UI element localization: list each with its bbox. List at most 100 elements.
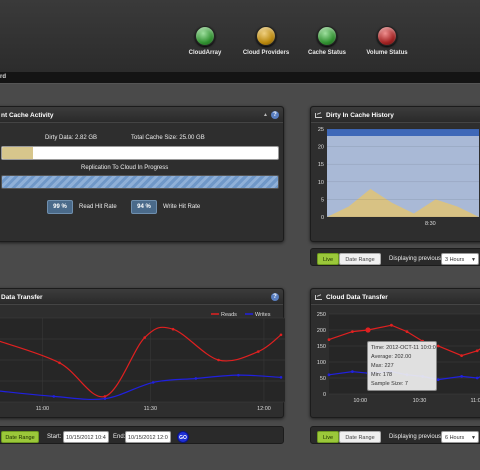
write-hit-rate-badge: 94 % <box>131 200 157 214</box>
date-range-button[interactable]: Date Range <box>339 253 381 265</box>
y-tick-label: 50 <box>320 376 326 382</box>
x-tick-label: 11:00 <box>36 406 49 412</box>
date-range-button[interactable]: Date Range <box>1 431 39 443</box>
status-orb-icon <box>377 26 397 46</box>
panel-title: Cloud Data Transfer <box>315 294 388 301</box>
x-tick-label: 8:30 <box>425 221 436 227</box>
y-tick-label: 150 <box>317 344 326 350</box>
x-tick-label: 10:30 <box>413 398 427 404</box>
status-cloud-providers[interactable]: Cloud Providers <box>236 26 296 56</box>
top-status-bar: CloudArray Cloud Providers Cache Status … <box>0 0 480 72</box>
reads-line <box>328 324 480 357</box>
data-transfer-chart: 11:00 11:30 12:00 Reads Writes <box>0 312 285 412</box>
x-tick-label: 12:00 <box>257 406 271 412</box>
chart-tooltip: Time: 2012-OCT-11 10:0:0 Average: 202.00… <box>367 341 437 391</box>
area-series-2 <box>327 188 479 217</box>
collapse-arrow-icon[interactable]: ▲ <box>263 112 268 118</box>
writes-point <box>351 370 354 373</box>
status-label: Cloud Providers <box>242 50 290 56</box>
writes-point <box>194 377 198 380</box>
displaying-label: Displaying previous: <box>389 434 443 440</box>
writes-point <box>436 378 440 381</box>
start-label: Start: <box>47 434 62 440</box>
legend-writes-label: Writes <box>255 312 271 318</box>
reads-point <box>475 349 479 353</box>
help-icon[interactable]: ? <box>271 293 279 301</box>
data-transfer-controls: Date Range Start: 10/15/2012 10:4 End: 1… <box>0 426 284 444</box>
y-tick-label: 0 <box>321 215 324 221</box>
tooltip-average: Average: 202.00 <box>371 354 412 360</box>
live-button[interactable]: Live <box>317 431 339 443</box>
status-label: CloudArray <box>188 50 222 56</box>
tooltip-time: Time: 2012-OCT-11 10:0:0 <box>371 345 436 351</box>
reads-point <box>171 327 175 331</box>
panel-title: nt Cache Activity <box>1 112 54 119</box>
writes-point <box>327 373 331 377</box>
reads-point <box>327 338 331 341</box>
area-series-1 <box>327 136 479 217</box>
read-hit-rate-label: Read Hit Rate <box>79 204 117 210</box>
help-icon[interactable]: ? <box>271 111 279 119</box>
chart-icon <box>315 113 322 118</box>
y-tick-label: 5 <box>321 197 324 203</box>
caret-down-icon: ▼ <box>471 435 476 441</box>
y-tick-label: 20 <box>318 145 324 151</box>
caret-down-icon: ▼ <box>471 257 476 263</box>
writes-point <box>460 375 463 378</box>
panel-header: Data Transfer ? <box>0 289 283 305</box>
writes-point <box>52 395 56 398</box>
cloud-transfer-controls: Live Date Range Displaying previous: 6 H… <box>310 426 480 444</box>
live-button[interactable]: Live <box>317 253 339 265</box>
x-tick-label: 10:00 <box>353 398 367 404</box>
dirty-history-chart: 25 20 15 10 5 0 8:30 <box>318 127 479 227</box>
reads-point <box>460 354 463 357</box>
status-cloudarray[interactable]: CloudArray <box>175 26 235 56</box>
displaying-label: Displaying previous: <box>389 256 443 262</box>
status-cache[interactable]: Cache Status <box>297 26 357 56</box>
dirty-data-fill <box>2 147 34 159</box>
y-tick-label: 200 <box>317 328 326 334</box>
writes-point <box>279 376 283 379</box>
cloud-transfer-panel: Cloud Data Transfer 250 200 150 100 50 0 10:00… <box>310 288 480 418</box>
date-range-button[interactable]: Date Range <box>339 431 381 443</box>
panel-header: nt Cache Activity ▲ ? <box>0 107 283 123</box>
y-tick-label: 100 <box>317 360 326 366</box>
panel-title: Data Transfer <box>1 294 43 301</box>
reads-point <box>256 350 260 353</box>
y-tick-label: 0 <box>323 392 326 398</box>
write-hit-rate-label: Write Hit Rate <box>163 204 201 210</box>
writes-point <box>475 376 479 380</box>
cache-activity-panel: nt Cache Activity ▲ ? Dirty Data: 2.82 G… <box>0 106 284 242</box>
status-label: Volume Status <box>366 50 408 56</box>
dirty-data-text: Dirty Data: 2.82 GB <box>45 135 98 141</box>
reads-point <box>436 344 440 348</box>
reads-point <box>390 323 393 327</box>
period-select[interactable]: 6 Hours ▼ <box>441 431 479 443</box>
data-transfer-panel: Data Transfer ? 11:00 11:30 12:00 Reads Writ… <box>0 288 285 418</box>
panel-title: Dirty In Cache History <box>315 112 394 119</box>
writes-point <box>151 381 155 384</box>
status-label: Cache Status <box>307 50 346 56</box>
end-date-input[interactable]: 10/15/2012 12:0 <box>125 431 171 443</box>
reads-point <box>143 336 146 339</box>
legend-reads-label: Reads <box>221 312 237 318</box>
chart-icon <box>315 295 322 300</box>
y-tick-label: 10 <box>318 180 324 186</box>
start-date-input[interactable]: 10/15/2012 10:4 <box>63 431 109 443</box>
y-tick-label: 25 <box>318 127 324 133</box>
end-label: End: <box>113 434 126 440</box>
tooltip-max: Max: 227 <box>371 363 394 369</box>
highlighted-point <box>365 327 371 333</box>
status-volume[interactable]: Volume Status <box>357 26 417 56</box>
writes-point <box>237 373 240 377</box>
period-select[interactable]: 3 Hours ▼ <box>441 253 479 265</box>
reads-point <box>103 395 107 398</box>
reads-point <box>217 358 220 362</box>
x-tick-label: 11:00 <box>471 398 480 404</box>
replication-progress-bar <box>1 175 279 189</box>
tooltip-min: Min: 178 <box>371 372 393 378</box>
replication-label: Replication To Cloud In Progress <box>81 165 169 171</box>
breadcrumb: rd <box>0 72 480 84</box>
read-hit-rate-badge: 99 % <box>47 200 73 214</box>
go-button[interactable]: GO <box>177 431 189 443</box>
